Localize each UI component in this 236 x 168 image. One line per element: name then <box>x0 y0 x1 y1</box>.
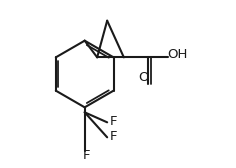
Text: OH: OH <box>167 48 187 60</box>
Text: O: O <box>139 71 149 84</box>
Text: F: F <box>110 130 118 143</box>
Text: F: F <box>110 115 118 128</box>
Text: F: F <box>83 149 90 162</box>
